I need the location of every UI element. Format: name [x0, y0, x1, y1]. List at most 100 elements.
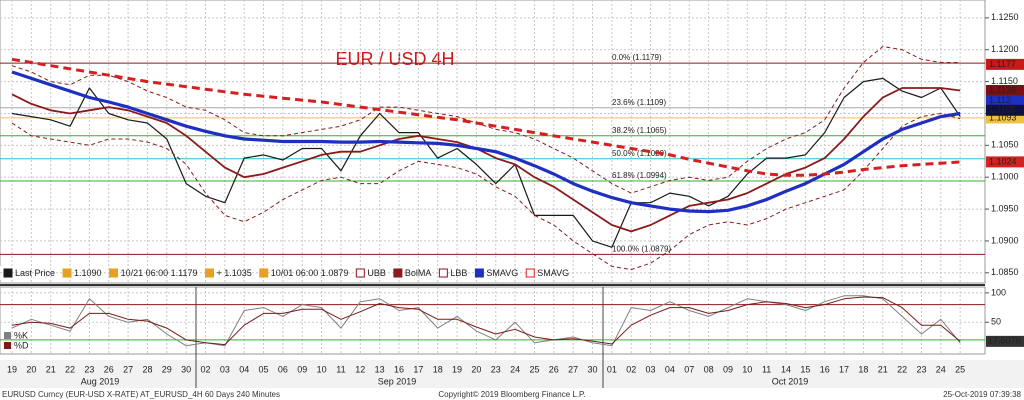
y-tick-label: 50 [991, 317, 1001, 327]
x-tick-label: 11 [336, 364, 345, 374]
x-tick-label: 09 [723, 364, 733, 374]
x-tick-label: 09 [297, 364, 307, 374]
x-tick-label: 10 [317, 364, 327, 374]
month-label: Oct 2019 [772, 376, 809, 386]
level-label: 61.8% (1.0994) [612, 171, 667, 180]
x-tick-label: 05 [259, 364, 269, 374]
price-tag-bg [986, 58, 1024, 70]
x-tick-label: 16 [394, 364, 404, 374]
legend-swatch [62, 268, 72, 278]
x-tick-label: 02 [626, 364, 636, 374]
legend-label: 1.1090 [74, 268, 102, 278]
y-tick-label: 1.1200 [991, 44, 1019, 54]
legend-swatch [4, 332, 11, 339]
x-tick-label: 20 [26, 364, 36, 374]
x-tick-label: 23 [491, 364, 501, 374]
x-tick-label: 22 [897, 364, 907, 374]
price-tag-bg [986, 95, 1024, 107]
y-tick-label: 1.0850 [991, 267, 1019, 277]
x-tick-label: 18 [433, 364, 443, 374]
footer-left: EURUSD Curncy (EUR-USD X-RATE) AT_EURUSD… [2, 390, 280, 399]
x-tick-label: 24 [936, 364, 946, 374]
level-label: 0.0% (1.1179) [612, 53, 662, 62]
x-tick-label: 15 [800, 364, 810, 374]
series-line [11, 113, 961, 271]
x-tick-label: 27 [123, 364, 133, 374]
legend-swatch [438, 268, 448, 278]
x-tick-label: 18 [858, 364, 868, 374]
series-line [11, 46, 961, 194]
legend-label: 10/21 06:00 1.1179 [121, 268, 198, 278]
x-tick-label: 07 [684, 364, 694, 374]
price-tag: 1.1105 [989, 105, 1016, 115]
price-tag: 1.1177 [989, 59, 1016, 69]
x-tick-label: 29 [162, 364, 172, 374]
level-label: 38.2% (1.1065) [612, 126, 667, 135]
x-tick-label: 03 [646, 364, 656, 374]
legend-label: %D [14, 340, 29, 350]
x-tick-label: 10 [742, 364, 752, 374]
x-tick-label: 26 [104, 364, 114, 374]
legend-swatch [355, 268, 365, 278]
x-tick-label: 27 [568, 364, 578, 374]
level-label: 100.0% (1.0879) [612, 244, 671, 253]
legend-swatch [393, 268, 403, 278]
price-tag: 1.1136 [989, 85, 1016, 95]
x-tick-label: 23 [916, 364, 926, 374]
footer-right: 25-Oct-2019 07:39:38 [943, 390, 1021, 399]
price-tag-bg [986, 156, 1024, 168]
x-tick-label: 04 [239, 364, 249, 374]
y-tick-label: 1.1050 [991, 140, 1019, 150]
y-tick-label: 1.0950 [991, 203, 1019, 213]
level-label: 50.0% (1.1029) [612, 149, 667, 158]
legend-swatch [4, 342, 11, 349]
legend-swatch [525, 268, 535, 278]
month-label: Sep 2019 [378, 376, 417, 386]
legend-label: UBB [367, 268, 386, 278]
x-tick-label: 26 [549, 364, 559, 374]
x-tick-label: 13 [375, 364, 385, 374]
legend-label: %K [14, 330, 28, 340]
x-tick-label: 21 [878, 364, 888, 374]
level-label: 23.6% (1.1109) [612, 98, 666, 107]
month-label: Aug 2019 [81, 376, 120, 386]
x-tick-label: 12 [355, 364, 365, 374]
legend-swatch [109, 268, 119, 278]
series-line [11, 296, 961, 346]
legend-label: BolMA [405, 268, 432, 278]
legend-label: + 1.1035 [216, 268, 251, 278]
price-tag: 1.112 [989, 95, 1011, 105]
price-tag: 1.1024 [989, 156, 1017, 166]
x-tick-label: 14 [781, 364, 791, 374]
price-tag-bg [986, 85, 1024, 97]
footer-center: Copyright© 2019 Bloomberg Finance L.P. [438, 390, 585, 399]
price-tag-bg [986, 112, 1024, 124]
chart-title: EUR / USD 4H [335, 49, 454, 69]
y-tick-label: 1.0900 [991, 235, 1019, 245]
legend-label: 10/01 06:00 1.0879 [271, 268, 349, 278]
price-tag-bg [986, 104, 1024, 116]
date-axis-band [0, 360, 1024, 388]
x-tick-label: 28 [142, 364, 152, 374]
main-panel-frame [0, 0, 986, 284]
legend-label: SMAVG [486, 268, 518, 278]
x-tick-label: 17 [839, 364, 849, 374]
y-tick-label: 1.1000 [991, 172, 1019, 182]
series-line [11, 295, 961, 347]
oscillator-panel-frame [0, 286, 986, 355]
x-tick-label: 20 [471, 364, 481, 374]
x-tick-label: 02 [200, 364, 210, 374]
x-tick-label: 30 [181, 364, 191, 374]
last-value-tag-bg [986, 335, 1024, 347]
x-tick-label: 04 [665, 364, 675, 374]
legend-label: Last Price [15, 268, 55, 278]
series-line [11, 77, 961, 248]
price-tag: 1.1093 [989, 112, 1017, 122]
x-tick-label: 08 [704, 364, 714, 374]
series-line [11, 70, 961, 214]
legend-swatch [259, 268, 269, 278]
x-tick-label: 17 [413, 364, 423, 374]
y-tick-label: 100 [991, 287, 1006, 297]
